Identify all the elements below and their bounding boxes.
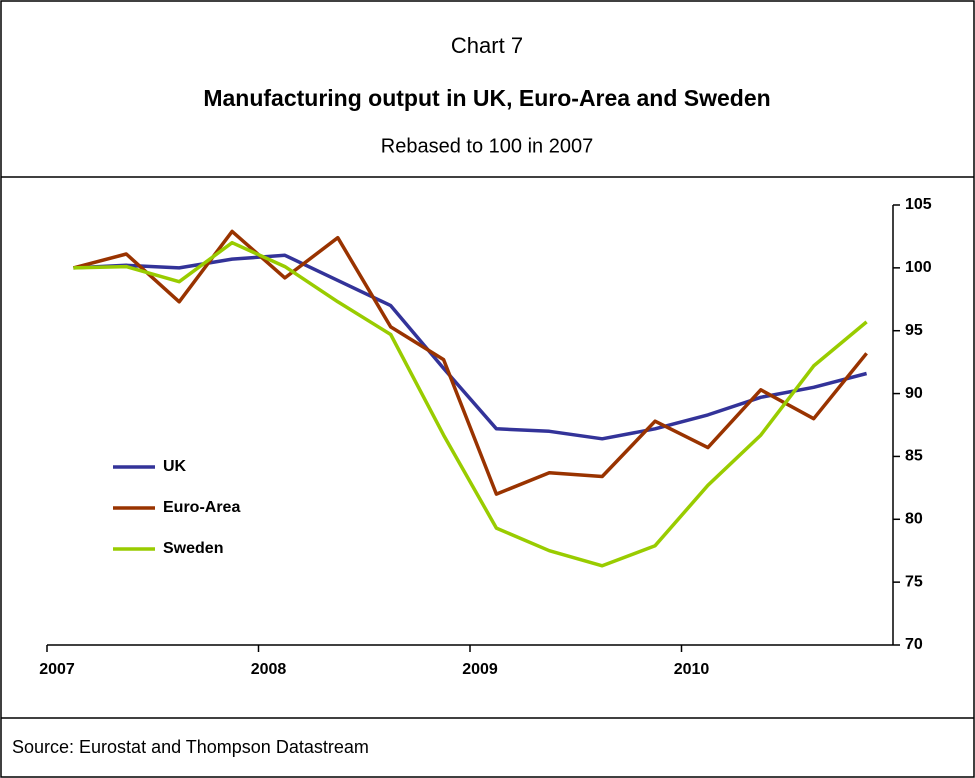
source: Source: Eurostat and Thompson Datastream (12, 737, 369, 757)
x-tick-label: 2007 (39, 661, 75, 678)
chart-title: Chart 7 (451, 33, 523, 58)
y-tick-label: 85 (905, 448, 923, 465)
x-tick-label: 2009 (462, 661, 498, 678)
series-line (73, 240, 868, 568)
y-tick-label: 80 (905, 511, 923, 528)
legend-label: Sweden (163, 540, 223, 557)
legend-label: UK (163, 458, 187, 475)
y-tick-label: 90 (905, 385, 923, 402)
x-tick-label: 2010 (674, 661, 710, 678)
y-tick-label: 95 (905, 322, 923, 339)
y-tick-label: 75 (905, 573, 923, 590)
x-tick-label: 2008 (251, 661, 287, 678)
chart-subtitle: Manufacturing output in UK, Euro-Area an… (203, 85, 770, 111)
y-tick-label: 70 (905, 636, 923, 653)
series-line (72, 229, 868, 496)
legend-label: Euro-Area (163, 499, 240, 516)
chart-note: Rebased to 100 in 2007 (381, 135, 593, 157)
y-tick-label: 105 (905, 196, 932, 213)
y-tick-label: 100 (905, 259, 932, 276)
